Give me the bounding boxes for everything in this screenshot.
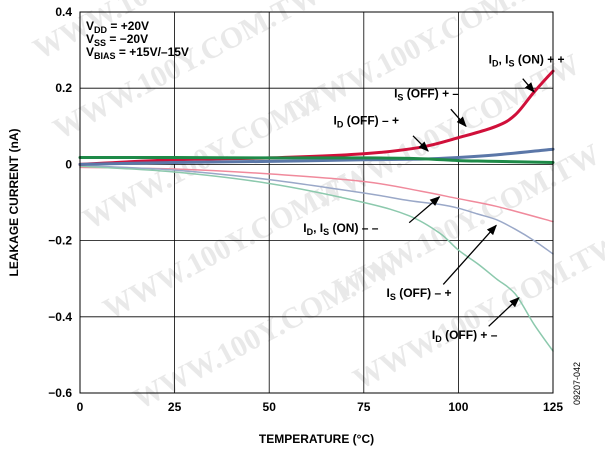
y-tick-label: 0 — [65, 157, 72, 171]
x-tick-label: 100 — [448, 400, 468, 414]
series-annotation: ID, IS (ON) – – — [303, 221, 379, 237]
series-layer — [78, 69, 555, 352]
x-axis-title: TEMPERATURE (°C) — [259, 432, 374, 446]
annotation-arrow — [442, 224, 497, 285]
y-tick-label: −0.6 — [48, 386, 72, 400]
series-line — [79, 165, 554, 352]
annotation-arrow — [488, 297, 520, 327]
series-line — [78, 155, 555, 164]
condition-line: VDD = +20V — [86, 19, 149, 35]
y-tick-label: 0.4 — [55, 5, 72, 19]
plot-frame — [79, 11, 554, 394]
y-tick-label: −0.2 — [48, 234, 72, 248]
tick-labels: 0 25 50 75 100 125 0.4 0.2 0 −0.2 −0.4 −0.6 — [48, 5, 563, 414]
x-tick-label: 125 — [543, 400, 563, 414]
y-tick-label: 0.2 — [55, 81, 72, 95]
series-annotation: ID (OFF) + – — [432, 328, 498, 344]
y-axis-title: LEAKAGE CURRENT (nA) — [7, 129, 21, 277]
condition-line: VSS = −20V — [86, 32, 148, 48]
series-line — [78, 147, 555, 166]
series-annotation: ID (OFF) – + — [334, 113, 400, 129]
annotations: ID, IS (ON) + + IS (OFF) + – ID (OFF) – + I… — [303, 52, 564, 343]
series-annotation: IS (OFF) – + — [387, 286, 452, 302]
annotation-arrow — [408, 196, 441, 224]
x-tick-label: 75 — [357, 400, 371, 414]
condition-line: VBIAS = +15V/–15V — [86, 45, 189, 61]
annotation-arrow — [412, 135, 429, 152]
x-tick-label: 0 — [77, 400, 84, 414]
figure-id: 09207-042 — [572, 362, 582, 405]
y-tick-label: −0.4 — [48, 310, 72, 324]
x-tick-label: 50 — [263, 400, 277, 414]
series-line — [79, 166, 554, 223]
series-annotation: ID, IS (ON) + + — [489, 52, 565, 68]
x-tick-label: 25 — [168, 400, 182, 414]
annotation-arrow — [522, 78, 535, 93]
series-annotation: IS (OFF) + – — [394, 87, 459, 103]
annotation-arrow — [450, 108, 467, 128]
series-line — [79, 164, 554, 255]
